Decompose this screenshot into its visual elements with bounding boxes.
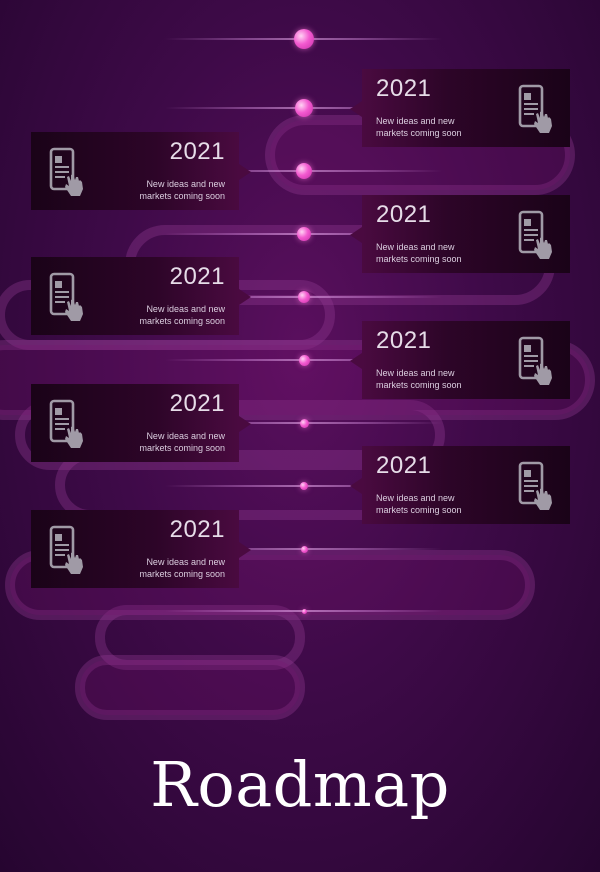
milestone-description-line: New ideas and new [376, 116, 455, 126]
milestone-description-line: markets coming soon [376, 380, 462, 390]
milestone-year: 2021 [376, 452, 432, 479]
timeline-dot [298, 354, 310, 366]
page-title: Roadmap [150, 748, 450, 821]
timeline-dot [300, 482, 308, 490]
phone-touch-icon [49, 147, 85, 197]
milestone-description: New ideas and new markets coming soon [376, 367, 516, 391]
phone-touch-icon [518, 336, 554, 386]
card-pointer [239, 542, 251, 558]
milestone-description-line: markets coming soon [376, 254, 462, 264]
card-pointer [350, 101, 362, 117]
milestone-description-line: markets coming soon [139, 443, 225, 453]
timeline-dot [298, 291, 310, 303]
timeline-dot [301, 608, 307, 614]
milestone-description-line: markets coming soon [139, 316, 225, 326]
phone-touch-icon [518, 461, 554, 511]
card-pointer [350, 353, 362, 369]
milestone-card: 2021 New ideas and new markets coming soon [350, 446, 570, 524]
milestone-description: New ideas and new markets coming soon [85, 303, 225, 327]
phone-touch-icon [49, 525, 85, 575]
milestone-description-line: New ideas and new [146, 557, 225, 567]
milestone-description: New ideas and new markets coming soon [85, 430, 225, 454]
milestone-card: 2021 New ideas and new markets coming soon [31, 384, 251, 462]
phone-touch-icon [518, 210, 554, 260]
milestone-description: New ideas and new markets coming soon [376, 492, 516, 516]
milestone-description-line: New ideas and new [146, 431, 225, 441]
milestone-year: 2021 [169, 138, 225, 165]
milestone-description-line: New ideas and new [146, 304, 225, 314]
milestone-description-line: markets coming soon [376, 128, 462, 138]
milestone-year: 2021 [169, 263, 225, 290]
timeline-dot [299, 418, 309, 428]
milestone-card: 2021 New ideas and new markets coming soon [31, 257, 251, 335]
card-pointer [239, 164, 251, 180]
milestone-description: New ideas and new markets coming soon [85, 178, 225, 202]
milestone-description-line: New ideas and new [376, 242, 455, 252]
milestone-card: 2021 New ideas and new markets coming soon [31, 510, 251, 588]
milestone-description-line: markets coming soon [376, 505, 462, 515]
phone-touch-icon [49, 399, 85, 449]
milestone-description: New ideas and new markets coming soon [85, 556, 225, 580]
timeline-dot [295, 99, 313, 117]
milestone-card: 2021 New ideas and new markets coming soon [350, 321, 570, 399]
card-pointer [350, 478, 362, 494]
milestone-year: 2021 [376, 327, 432, 354]
phone-touch-icon [49, 272, 85, 322]
milestone-year: 2021 [169, 390, 225, 417]
timeline-dot [294, 29, 314, 49]
timeline-dot [297, 227, 311, 241]
phone-touch-icon [518, 84, 554, 134]
milestone-description: New ideas and new markets coming soon [376, 115, 516, 139]
card-pointer [350, 227, 362, 243]
milestone-year: 2021 [376, 201, 432, 228]
milestone-year: 2021 [169, 516, 225, 543]
milestone-description-line: New ideas and new [376, 493, 455, 503]
milestone-description-line: markets coming soon [139, 191, 225, 201]
milestone-description-line: New ideas and new [146, 179, 225, 189]
milestone-description: New ideas and new markets coming soon [376, 241, 516, 265]
milestone-card: 2021 New ideas and new markets coming soon [350, 195, 570, 273]
timeline-dot [296, 163, 312, 179]
card-pointer [239, 416, 251, 432]
timeline-dot [300, 545, 308, 553]
card-pointer [239, 289, 251, 305]
milestone-card: 2021 New ideas and new markets coming soon [31, 132, 251, 210]
milestone-description-line: New ideas and new [376, 368, 455, 378]
milestone-card: 2021 New ideas and new markets coming soon [350, 69, 570, 147]
milestone-description-line: markets coming soon [139, 569, 225, 579]
milestone-year: 2021 [376, 75, 432, 102]
